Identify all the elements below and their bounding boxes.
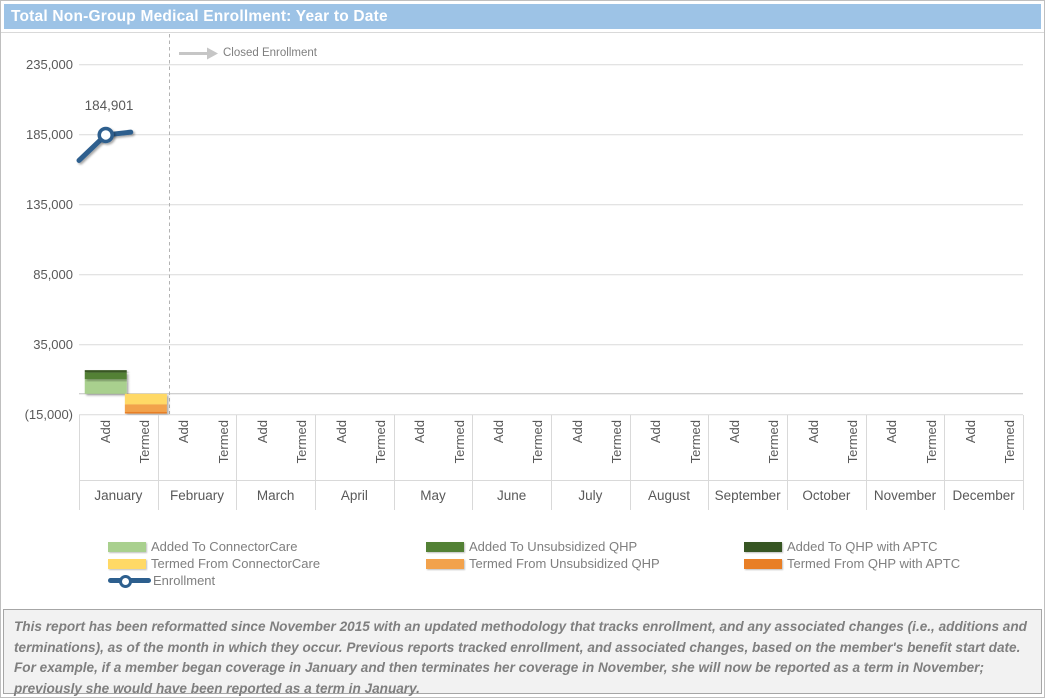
legend-item: Termed From Unsubsidized QHP — [426, 555, 660, 572]
category-label-add: Add — [569, 420, 585, 444]
legend-item: Added To Unsubsidized QHP — [426, 538, 660, 555]
legend-item: Added To QHP with APTC — [744, 538, 960, 555]
enrollment-marker — [97, 126, 114, 144]
legend-label: Added To QHP with APTC — [787, 539, 938, 554]
month-group-border — [787, 414, 788, 510]
month-group-border — [472, 414, 474, 510]
month-label: August — [647, 488, 690, 503]
category-label-add: Add — [805, 420, 821, 444]
y-axis-tick-label: 35,000 — [33, 336, 73, 352]
y-axis-tick-label: 235,000 — [26, 56, 73, 72]
category-label-add: Add — [963, 420, 979, 444]
month-label: January — [94, 488, 143, 503]
month-label: April — [340, 488, 368, 503]
category-label-termed: Termed — [608, 420, 624, 464]
y-axis-tick-label: 85,000 — [33, 266, 73, 282]
legend-item: Termed From ConnectorCare — [108, 555, 320, 572]
month-group-border — [708, 414, 710, 510]
month-group-border — [1023, 414, 1024, 510]
category-label-add: Add — [97, 420, 113, 444]
category-label-add: Add — [727, 420, 743, 444]
legend-swatch-icon — [426, 541, 464, 552]
category-label-termed: Termed — [1002, 420, 1018, 464]
category-label-termed: Termed — [451, 420, 467, 464]
legend-swatch-icon — [426, 558, 464, 569]
legend-label: Enrollment — [153, 573, 216, 588]
legend-label: Termed From Unsubsidized QHP — [469, 556, 660, 571]
legend-label: Termed From QHP with APTC — [787, 556, 961, 571]
category-label-termed: Termed — [766, 420, 782, 464]
legend-item: Enrollment — [108, 572, 320, 589]
legend-column: Added To QHP with APTC Termed From QHP wi… — [744, 538, 960, 572]
month-group-border — [865, 414, 867, 510]
footnote-text: This report has been reformatted since N… — [14, 619, 1027, 696]
legend-marker-dot-icon — [119, 574, 132, 588]
chart-top-border — [1, 32, 1044, 33]
month-group-border — [944, 414, 946, 510]
category-label-termed: Termed — [844, 420, 860, 464]
category-label-termed: Termed — [530, 420, 546, 464]
month-group-border — [157, 414, 159, 510]
month-group-border — [551, 414, 552, 510]
chart-canvas — [76, 34, 1023, 416]
category-level-divider — [79, 480, 1023, 481]
month-group-border — [393, 414, 395, 510]
bar-segment-added-to-unsubsidized-qhp — [84, 372, 127, 380]
month-group-border — [79, 414, 80, 510]
bar-segment-added-to-qhp-with-aptc — [84, 370, 127, 373]
legend-swatch-icon — [108, 558, 146, 569]
category-label-add: Add — [884, 420, 900, 444]
month-label: May — [420, 488, 446, 503]
bar-segment-termed-from-connectorcare — [124, 393, 167, 405]
month-label: June — [497, 488, 527, 503]
category-label-termed: Termed — [372, 420, 388, 464]
legend-label: Termed From ConnectorCare — [151, 556, 321, 571]
legend-label: Added To ConnectorCare — [151, 539, 298, 554]
y-axis-tick-label: 185,000 — [26, 126, 73, 142]
bar-segment-termed-from-qhp-with-aptc — [124, 412, 167, 414]
enrollment-data-label: 184,901 — [84, 98, 134, 113]
legend-column: Added To ConnectorCare Termed From Connec… — [108, 538, 320, 589]
report-title-bar: Total Non-Group Medical Enrollment: Year… — [4, 4, 1041, 29]
bar-segment-termed-from-unsubsidized-qhp — [124, 404, 167, 412]
category-label-add: Add — [176, 420, 192, 444]
category-label-termed: Termed — [215, 420, 231, 464]
category-label-termed: Termed — [923, 420, 939, 464]
y-axis-tick-label: 135,000 — [26, 196, 73, 212]
legend-line-key-icon — [108, 574, 151, 588]
report-title: Total Non-Group Medical Enrollment: Year… — [11, 8, 388, 25]
legend-swatch-icon — [108, 541, 146, 552]
month-group-border — [236, 414, 238, 510]
legend-swatch-icon — [744, 541, 782, 552]
category-label-add: Add — [412, 420, 428, 444]
legend-column: Added To Unsubsidized QHP Termed From Uns… — [426, 538, 660, 572]
category-label-termed: Termed — [687, 420, 703, 464]
legend-label: Added To Unsubsidized QHP — [469, 539, 638, 554]
category-label-add: Add — [648, 420, 664, 444]
bar-segment-added-to-connectorcare — [84, 379, 127, 394]
month-label: March — [256, 488, 295, 503]
month-label: October — [802, 488, 851, 503]
month-group-border — [315, 414, 316, 510]
month-group-border — [629, 414, 631, 510]
month-label: December — [952, 488, 1015, 503]
month-label: November — [873, 488, 937, 503]
y-axis-tick-label: (15,000) — [24, 406, 73, 422]
footnote-box: This report has been reformatted since N… — [3, 609, 1042, 696]
category-label-termed: Termed — [294, 420, 310, 464]
category-label-add: Add — [333, 420, 349, 444]
category-label-termed: Termed — [136, 420, 152, 464]
legend-item: Added To ConnectorCare — [108, 538, 320, 555]
legend-item: Termed From QHP with APTC — [744, 555, 960, 572]
month-label: September — [714, 488, 781, 503]
legend-swatch-icon — [744, 558, 782, 569]
month-label: February — [169, 488, 224, 503]
closed-enrollment-annotation: Closed Enrollment — [223, 47, 317, 59]
right-arrow-icon — [207, 47, 218, 60]
category-label-add: Add — [255, 420, 271, 444]
month-label: July — [578, 488, 603, 503]
category-label-add: Add — [491, 420, 507, 444]
